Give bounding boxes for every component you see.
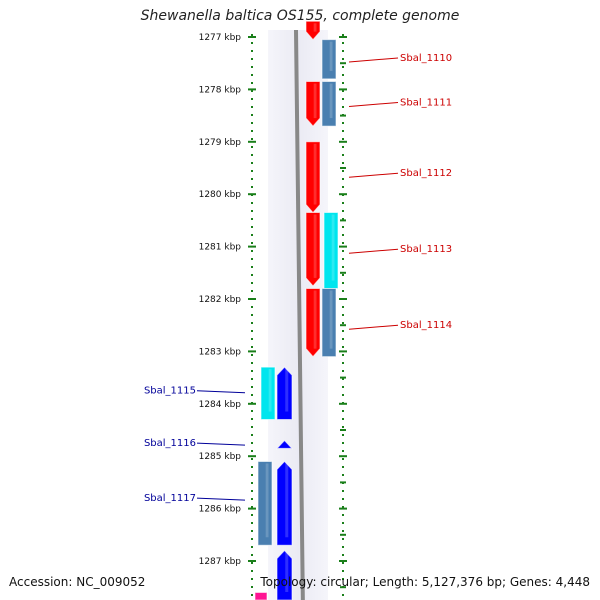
gene-feature-9 xyxy=(276,366,293,421)
accession-text: Accession: NC_009052 xyxy=(9,575,146,589)
gene-label-Sbal_1116: Sbal_1116 xyxy=(144,438,196,449)
gene-highlight xyxy=(285,369,289,412)
tick-label-1278: 1278 kbp xyxy=(199,85,242,95)
label-leader-Sbal_1112 xyxy=(348,172,399,178)
gene-feature-14 xyxy=(276,549,293,600)
scale-axes: 1277 kbp 1278 kbp 1279 kbp 1280 kbp 1281 kbp… xyxy=(199,33,347,600)
tick-label-1280: 1280 kbp xyxy=(199,190,242,200)
gene-label-Sbal_1111: Sbal_1111 xyxy=(400,98,452,109)
gene-feature-5 xyxy=(305,212,321,287)
gene-highlight xyxy=(329,83,333,119)
gene-labels: Sbal_1110 Sbal_1111 Sbal_1112 Sbal_1113 Sbal… xyxy=(144,53,452,504)
gene-highlight xyxy=(313,214,317,278)
label-leader-Sbal_1116 xyxy=(196,442,246,446)
tick-label-1286: 1286 kbp xyxy=(199,505,242,515)
gene-feature-1 xyxy=(321,39,337,80)
gene-feature-15 xyxy=(254,591,268,600)
gene-feature-8 xyxy=(321,288,337,358)
tick-label-1281: 1281 kbp xyxy=(199,243,242,253)
gene-label-Sbal_1114: Sbal_1114 xyxy=(400,320,452,331)
gene-highlight xyxy=(313,83,317,119)
backbone-line xyxy=(294,29,305,600)
tick-label-1279: 1279 kbp xyxy=(199,138,242,148)
gene-feature-3 xyxy=(321,81,337,127)
gene-feature-11 xyxy=(276,439,293,450)
gene-label-Sbal_1115: Sbal_1115 xyxy=(144,386,196,397)
gene-highlight xyxy=(331,214,335,281)
gene-feature-0 xyxy=(305,20,321,41)
gene-feature-4 xyxy=(305,141,321,214)
label-leader-Sbal_1115 xyxy=(196,390,246,394)
gene-feature-13 xyxy=(257,460,273,546)
tick-label-1282: 1282 kbp xyxy=(199,295,242,305)
gene-feature-12 xyxy=(276,460,293,546)
gene-feature-6 xyxy=(323,212,339,290)
map-title: Shewanella baltica OS155, complete genom… xyxy=(140,8,460,24)
tick-label-1285: 1285 kbp xyxy=(199,452,242,462)
gene-highlight xyxy=(313,23,317,32)
gene-feature-2 xyxy=(305,81,321,127)
gene-highlight xyxy=(313,290,317,349)
label-leader-Sbal_1110 xyxy=(348,57,399,63)
gene-feature-10 xyxy=(260,366,276,421)
gene-feature-7 xyxy=(305,288,321,358)
gene-highlight xyxy=(265,463,269,538)
label-leader-Sbal_1111 xyxy=(348,102,399,107)
gene-label-Sbal_1117: Sbal_1117 xyxy=(144,493,196,504)
label-leader-Sbal_1117 xyxy=(196,497,246,501)
gene-highlight xyxy=(285,552,289,592)
gene-highlight xyxy=(285,463,289,538)
gene-features xyxy=(254,20,339,600)
gene-highlight xyxy=(329,290,333,349)
gene-label-Sbal_1113: Sbal_1113 xyxy=(400,244,452,255)
gene-highlight xyxy=(329,41,333,71)
gene-label-Sbal_1112: Sbal_1112 xyxy=(400,168,452,179)
gene-highlight xyxy=(313,143,317,205)
tick-label-1283: 1283 kbp xyxy=(199,347,242,357)
label-leader-Sbal_1113 xyxy=(348,248,399,254)
label-leader-Sbal_1114 xyxy=(348,324,399,330)
genome-summary: Topology: circular; Length: 5,127,376 bp… xyxy=(260,575,590,589)
gene-label-Sbal_1110: Sbal_1110 xyxy=(400,53,452,64)
gene-highlight xyxy=(268,369,272,412)
tick-label-1284: 1284 kbp xyxy=(199,400,242,410)
tick-label-1277: 1277 kbp xyxy=(199,33,242,43)
tick-label-1287: 1287 kbp xyxy=(199,557,242,567)
